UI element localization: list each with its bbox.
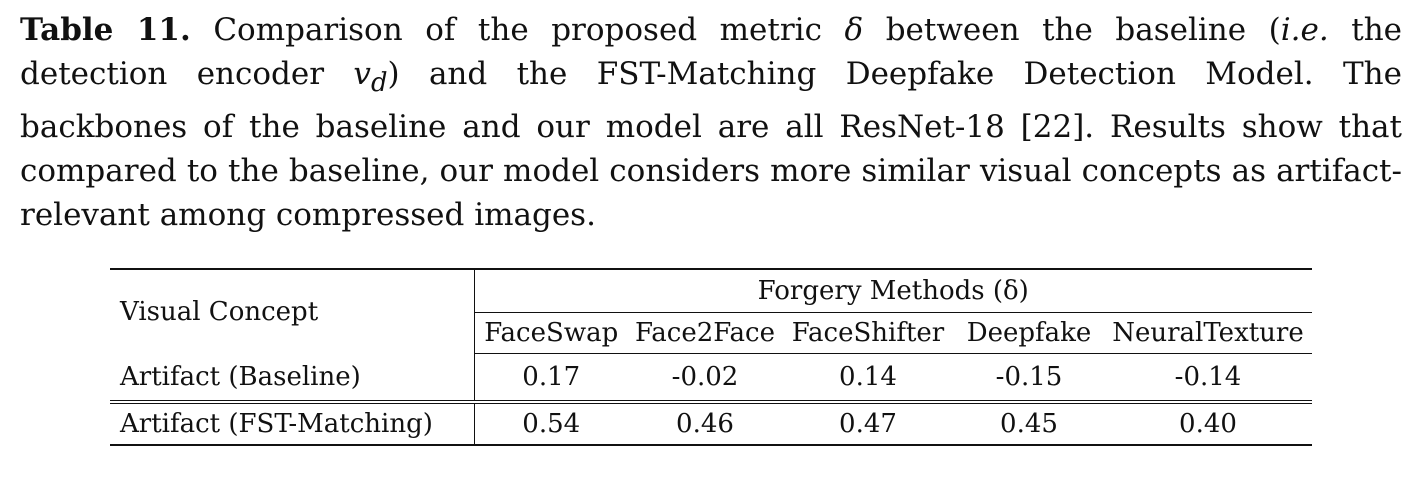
row-label: Artifact (Baseline) — [110, 353, 475, 402]
results-table: Visual Concept Forgery Methods (δ) FaceS… — [110, 268, 1312, 446]
table-caption: Table 11. Comparison of the proposed met… — [20, 8, 1402, 237]
caption-label: Table 11. — [20, 12, 191, 48]
caption-text-3: the detection encoder — [20, 12, 1403, 92]
table-cell: -0.15 — [995, 362, 1063, 392]
caption-text-1: Comparison of the proposed metric — [190, 12, 845, 48]
table-row: Artifact (FST-Matching) 0.54 0.46 0.47 0… — [110, 400, 1312, 446]
method-header: Deepfake — [954, 312, 1104, 354]
table-cell: 0.46 — [628, 400, 782, 446]
method-header: FaceShifter — [782, 312, 954, 354]
table-cell: -0.14 — [1174, 362, 1242, 392]
caption-vd: v — [353, 56, 371, 92]
caption-text-4: ) and the FST-Matching Deepfake Detectio… — [20, 56, 1402, 234]
method-header: FaceSwap — [474, 312, 628, 354]
table-row: Artifact (Baseline) 0.17 -0.02 0.14 -0.1… — [110, 353, 1312, 402]
method-header: NeuralTexture — [1104, 312, 1312, 354]
table-cell: 0.17 — [522, 362, 581, 392]
table-cell: 0.14 — [839, 362, 897, 392]
forgery-methods-header: Forgery Methods (δ) — [474, 268, 1312, 313]
table-cell: 0.40 — [1104, 400, 1312, 446]
table-cell: 0.54 — [474, 400, 628, 446]
visual-concept-header: Visual Concept — [110, 268, 475, 354]
row-label: Artifact (FST-Matching) — [110, 400, 475, 446]
caption-ie: i.e. — [1280, 12, 1329, 48]
caption-text-2: between the baseline ( — [863, 12, 1281, 48]
table-cell: 0.47 — [782, 400, 954, 446]
caption-vd-sub: d — [370, 68, 388, 99]
table-cell: 0.45 — [954, 400, 1104, 446]
caption-delta: δ — [844, 12, 864, 48]
method-header: Face2Face — [628, 312, 782, 354]
table-cell: -0.02 — [671, 362, 739, 392]
